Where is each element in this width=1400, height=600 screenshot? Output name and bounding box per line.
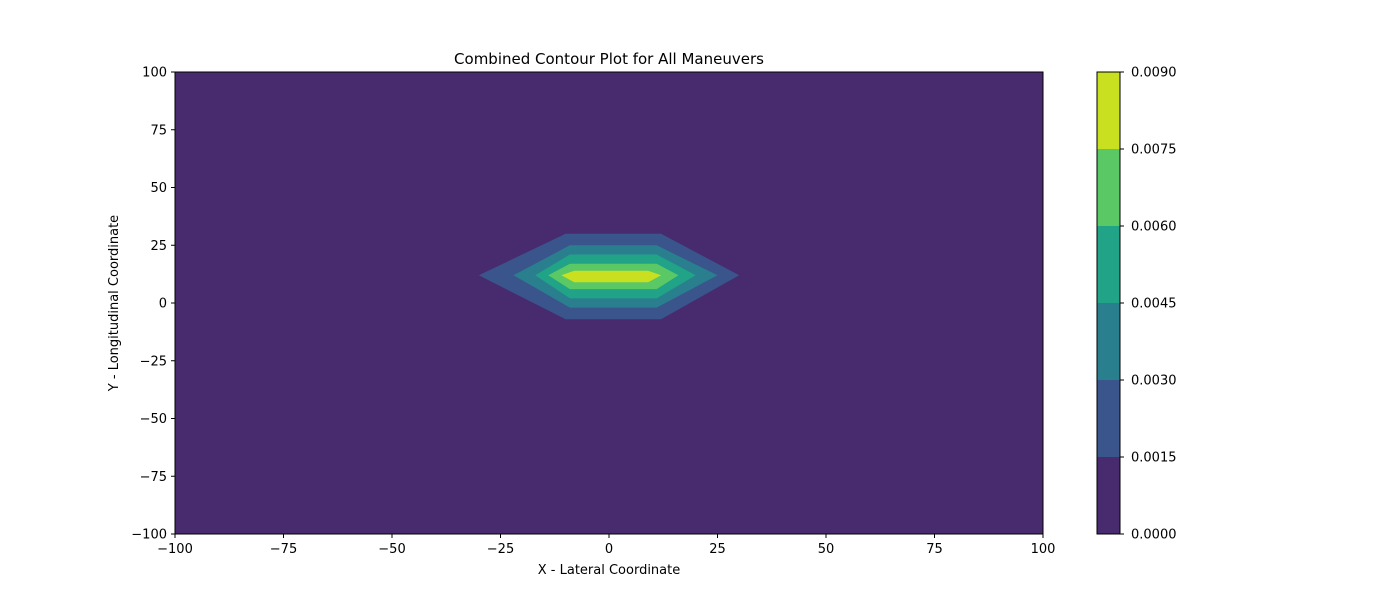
- plot-area: [174, 71, 1044, 535]
- colorbar-segment: [1097, 303, 1120, 380]
- x-axis: −100 −75 −50 −25 0 25 50 75 100: [157, 534, 1055, 557]
- y-tick-label: 50: [150, 181, 167, 196]
- y-axis: −100 −75 −50 −25 0 25 50 75 100: [131, 66, 175, 543]
- x-tick-label: −75: [270, 542, 297, 557]
- colorbar: 0.0000 0.0015 0.0030 0.0045 0.0060 0.0075 0.00…: [1096, 66, 1177, 543]
- y-tick-label: −100: [131, 528, 167, 543]
- colorbar-tick-label: 0.0030: [1131, 374, 1177, 389]
- y-tick-label: −25: [140, 354, 167, 369]
- colorbar-segment: [1097, 149, 1120, 226]
- colorbar-tick-label: 0.0015: [1131, 451, 1177, 466]
- colorbar-segment: [1097, 380, 1120, 457]
- colorbar-segment: [1097, 72, 1120, 149]
- colorbar-segment: [1097, 457, 1120, 534]
- x-tick-label: 50: [818, 542, 835, 557]
- y-tick-label: 75: [150, 123, 167, 138]
- colorbar-tick-label: 0.0000: [1131, 528, 1177, 543]
- colorbar-tick-label: 0.0045: [1131, 297, 1177, 312]
- y-tick-label: 0: [159, 297, 167, 312]
- x-tick-label: −100: [157, 542, 193, 557]
- colorbar-tick-label: 0.0060: [1131, 220, 1177, 235]
- y-tick-label: −75: [140, 470, 167, 485]
- x-tick-label: −25: [487, 542, 514, 557]
- x-tick-label: 100: [1031, 542, 1056, 557]
- y-tick-label: −50: [140, 412, 167, 427]
- contour-band-5: [561, 270, 662, 283]
- x-tick-label: 75: [926, 542, 943, 557]
- y-axis-label: Y - Longitudinal Coordinate: [107, 215, 122, 392]
- colorbar-tick-label: 0.0075: [1131, 143, 1177, 158]
- colorbar-tick-label: 0.0090: [1131, 66, 1177, 81]
- y-tick-label: 100: [142, 66, 167, 81]
- x-tick-label: 0: [605, 542, 613, 557]
- y-tick-label: 25: [150, 239, 167, 254]
- chart-title: Combined Contour Plot for All Maneuvers: [454, 50, 764, 68]
- x-tick-label: 25: [709, 542, 726, 557]
- colorbar-segment: [1097, 226, 1120, 303]
- x-tick-label: −50: [378, 542, 405, 557]
- x-axis-label: X - Lateral Coordinate: [538, 563, 681, 578]
